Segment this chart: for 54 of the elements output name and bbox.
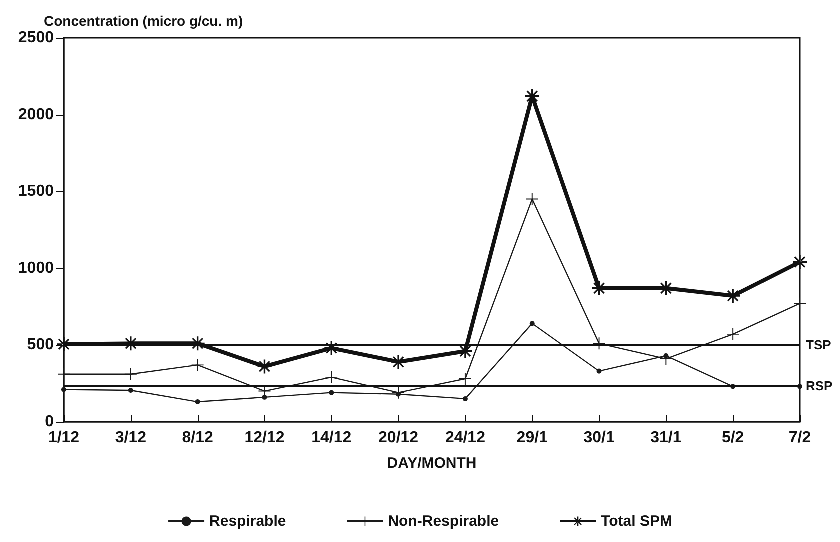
y-tick-label: 500	[27, 336, 54, 354]
point	[190, 336, 205, 351]
point	[392, 386, 405, 399]
point	[592, 281, 606, 296]
y-tick-label: 1000	[18, 260, 54, 277]
point	[593, 338, 606, 350]
point	[124, 368, 137, 380]
point	[326, 371, 338, 384]
x-axis-title: DAY/MONTH	[387, 455, 477, 472]
ref-line-label: RSP	[806, 378, 834, 394]
point	[62, 387, 66, 392]
point	[58, 368, 70, 380]
point	[329, 390, 334, 396]
x-tick-label: 29/1	[516, 430, 548, 446]
point	[462, 396, 468, 402]
y-tick-label: 2500	[18, 30, 54, 46]
point	[794, 298, 806, 310]
x-tick-label: 14/12	[312, 430, 352, 446]
x-tick-label: 20/12	[378, 430, 419, 446]
point	[192, 359, 204, 372]
y-tick-label: 0	[45, 414, 54, 430]
point	[726, 289, 740, 304]
x-tick-label: 12/12	[244, 430, 285, 446]
point	[324, 341, 339, 356]
x-tick-label: 1/12	[48, 430, 80, 446]
x-tick-label: 3/12	[115, 430, 147, 446]
x-tick-label: 8/12	[182, 430, 214, 446]
x-tick-label: 7/2	[788, 430, 812, 446]
y-tick-label: 1500	[18, 183, 54, 200]
point	[596, 368, 602, 374]
point	[660, 353, 672, 366]
point	[458, 344, 472, 358]
legend-label: Non-Respirable	[388, 513, 500, 530]
point	[128, 388, 134, 394]
point	[392, 355, 406, 370]
point	[258, 360, 272, 374]
legend-label: Total SPM	[601, 513, 672, 530]
x-tick-label: 24/12	[445, 430, 486, 446]
x-tick-label: 5/2	[722, 430, 744, 446]
point	[459, 372, 472, 385]
y-tick-label: 2000	[18, 106, 54, 124]
point	[124, 336, 138, 351]
legend-label: Respirable	[210, 513, 286, 530]
point	[526, 193, 538, 206]
point	[659, 281, 674, 296]
point	[727, 328, 740, 340]
point	[530, 321, 535, 326]
x-tick-label: 30/1	[584, 430, 615, 446]
ref-line-label: TSP	[806, 338, 832, 353]
x-tick-label: 31/1	[650, 430, 682, 446]
point	[793, 255, 807, 270]
y-axis-title: Concentration (micro g/cu. m)	[44, 13, 244, 29]
point	[195, 400, 200, 405]
point	[525, 89, 540, 104]
